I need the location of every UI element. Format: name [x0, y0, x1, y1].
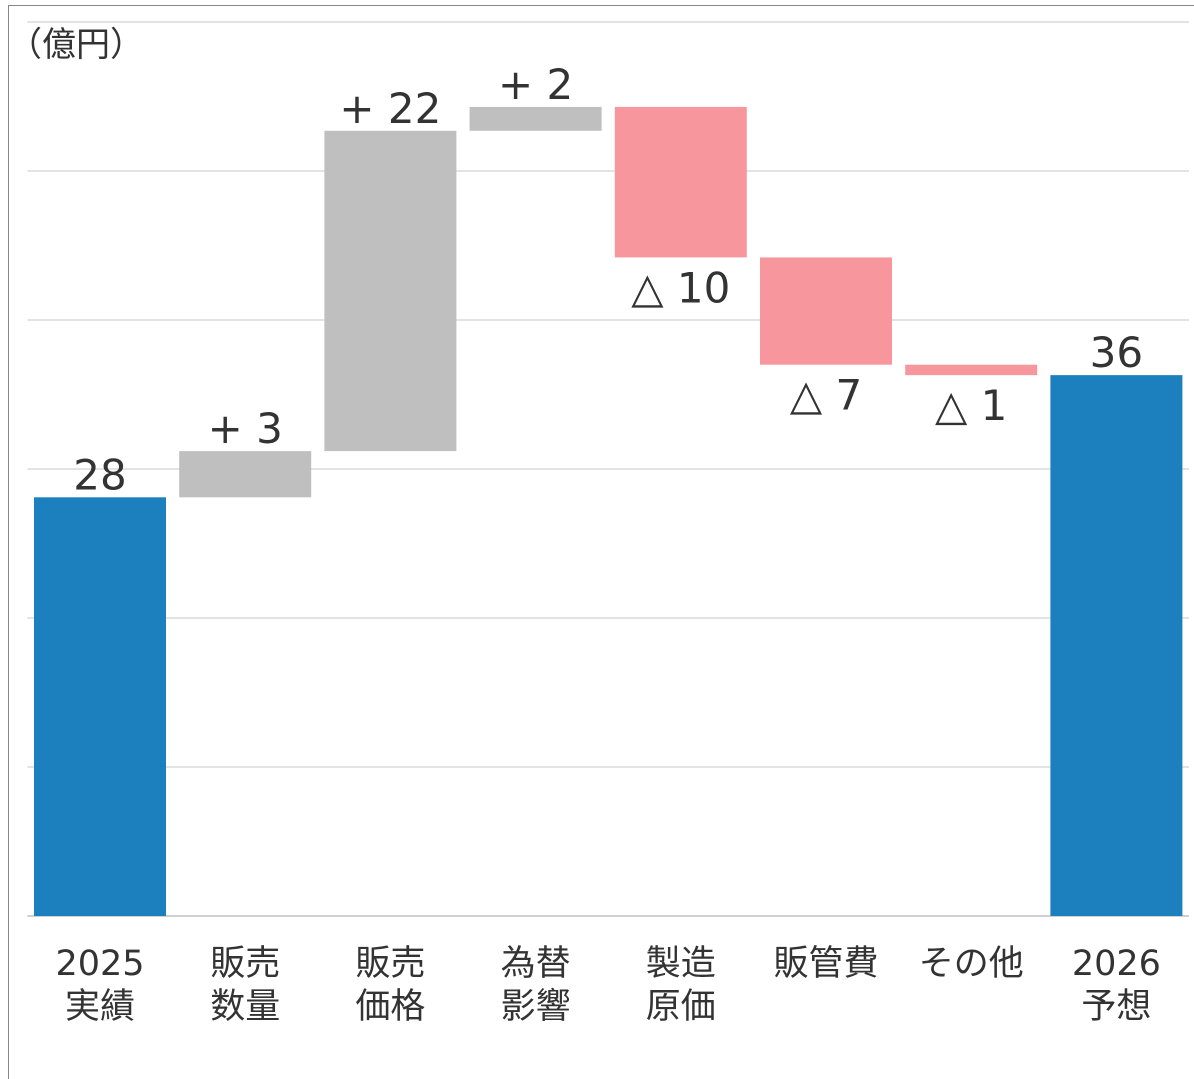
x-tick-label-line: 2026 — [1072, 944, 1161, 984]
bar — [905, 364, 1038, 376]
value-label: △ 7 — [790, 371, 862, 420]
frame — [8, 5, 1194, 1079]
x-tick-label-line: 予想 — [1081, 987, 1151, 1027]
x-tick-label-line: 販管費 — [773, 944, 878, 984]
x-tick-label: 製造原価 — [646, 944, 716, 1027]
value-label: 28 — [73, 450, 126, 499]
bar — [324, 130, 457, 452]
x-tick-label-line: 販売 — [210, 944, 280, 984]
x-tick-label-line: 数量 — [210, 987, 280, 1027]
x-tick-label: 販売価格 — [355, 944, 425, 1027]
x-tick-label: その他 — [919, 944, 1024, 984]
value-label: + 22 — [339, 84, 441, 133]
value-label: △ 10 — [631, 263, 730, 312]
unit-label: （億円） — [8, 25, 144, 65]
x-tick-label: 販売数量 — [210, 944, 280, 1027]
x-tick-label-line: 実績 — [65, 987, 135, 1027]
x-tick-label-line: 為替 — [501, 944, 571, 984]
bar — [760, 257, 892, 365]
bar — [179, 451, 312, 498]
value-label: 36 — [1090, 328, 1143, 377]
value-label: △ 1 — [935, 381, 1007, 430]
x-tick-label-line: 2025 — [55, 944, 144, 984]
bar — [614, 106, 747, 258]
x-tick-label: 販管費 — [773, 944, 878, 984]
x-tick-label-line: 原価 — [646, 987, 716, 1027]
x-tick-label-line: その他 — [919, 944, 1024, 984]
value-label: + 2 — [498, 60, 573, 109]
value-label: + 3 — [208, 404, 283, 453]
x-tick-label-line: 影響 — [501, 987, 571, 1027]
x-tick-label: 2026 予想 — [1072, 944, 1161, 1027]
x-tick-label: 2025 実績 — [55, 944, 144, 1027]
x-tick-label-line: 製造 — [646, 944, 716, 984]
x-tick-label-line: 販売 — [355, 944, 425, 984]
bar — [1050, 375, 1183, 916]
x-tick-label: 為替影響 — [501, 944, 571, 1027]
x-tick-label-line: 価格 — [355, 987, 425, 1027]
bar — [34, 497, 166, 916]
bar — [469, 106, 602, 131]
